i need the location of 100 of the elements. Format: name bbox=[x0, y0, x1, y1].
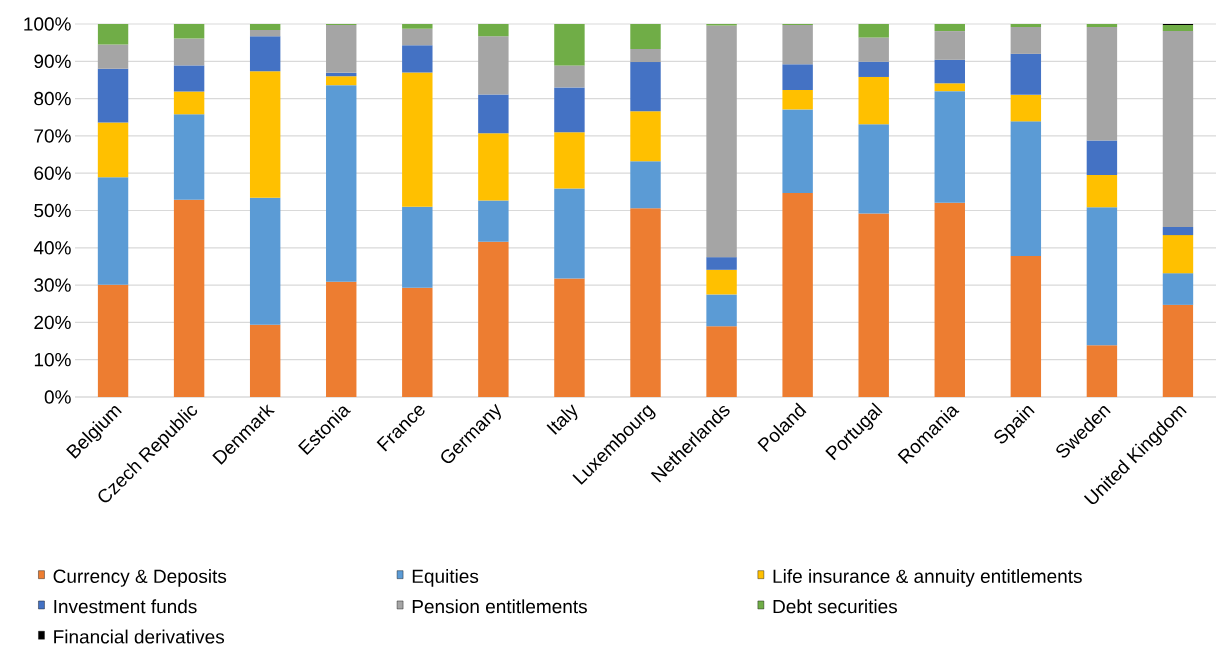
bar bbox=[934, 91, 965, 203]
bar bbox=[934, 24, 965, 32]
bar bbox=[402, 45, 433, 73]
bar bbox=[402, 24, 433, 29]
bar bbox=[630, 62, 661, 112]
bar bbox=[1010, 24, 1042, 27]
bar bbox=[554, 188, 585, 279]
y-tick-label: 80% bbox=[34, 91, 71, 106]
bar bbox=[554, 87, 585, 133]
bar bbox=[782, 25, 813, 65]
y-tick-label: 100% bbox=[24, 17, 71, 31]
bar bbox=[326, 25, 357, 73]
bar bbox=[782, 64, 813, 91]
bar bbox=[326, 85, 357, 282]
bar bbox=[1086, 24, 1118, 27]
y-tick-label: 50% bbox=[34, 203, 71, 218]
bar bbox=[478, 24, 509, 37]
bar bbox=[1010, 53, 1042, 95]
legend-label: Investment funds bbox=[54, 599, 197, 614]
bar bbox=[1162, 273, 1194, 305]
y-tick-label: 20% bbox=[34, 315, 71, 330]
bar bbox=[706, 294, 737, 327]
bar bbox=[97, 177, 129, 285]
bar bbox=[326, 281, 357, 397]
bar bbox=[1162, 235, 1194, 274]
bar bbox=[173, 91, 205, 115]
bar bbox=[1162, 304, 1194, 397]
y-tick-label: 40% bbox=[33, 241, 71, 255]
y-tick-label: 70% bbox=[34, 129, 71, 143]
y-tick-label: 60% bbox=[34, 166, 71, 180]
bar bbox=[173, 38, 205, 66]
bar bbox=[554, 65, 585, 88]
legend-label: Currency & Deposits bbox=[53, 569, 227, 587]
bar bbox=[97, 44, 129, 69]
bar bbox=[1162, 31, 1194, 227]
bar bbox=[1162, 25, 1194, 32]
bar bbox=[858, 76, 889, 125]
bar bbox=[706, 269, 737, 295]
bar bbox=[554, 278, 585, 397]
bar bbox=[97, 284, 129, 397]
legend-label: Pension entitlements bbox=[412, 599, 587, 614]
bar bbox=[1086, 175, 1118, 208]
bar bbox=[934, 31, 965, 60]
bar bbox=[478, 94, 509, 134]
bar bbox=[249, 29, 281, 37]
bar bbox=[97, 122, 129, 178]
bar bbox=[858, 24, 889, 38]
bar bbox=[554, 24, 585, 66]
bar bbox=[402, 287, 433, 397]
bar bbox=[858, 37, 889, 62]
bar bbox=[478, 200, 509, 242]
bar bbox=[97, 24, 129, 45]
bar bbox=[1086, 207, 1118, 346]
bar bbox=[249, 71, 281, 198]
bar bbox=[402, 72, 433, 207]
bar bbox=[173, 114, 205, 200]
bar bbox=[478, 133, 509, 201]
bar bbox=[630, 111, 661, 162]
bar bbox=[554, 132, 585, 189]
legend-label: Financial derivatives bbox=[54, 629, 225, 644]
bar bbox=[97, 68, 129, 123]
bar bbox=[478, 241, 509, 397]
legend-label: Life insurance & annuity entitlements bbox=[773, 569, 1082, 587]
bar bbox=[1010, 256, 1042, 397]
bar bbox=[630, 24, 661, 49]
bar bbox=[326, 76, 357, 86]
bar bbox=[706, 257, 737, 270]
y-tick-label: 0% bbox=[44, 390, 71, 404]
bar bbox=[249, 24, 281, 30]
bar bbox=[1086, 140, 1118, 176]
bar bbox=[402, 206, 433, 288]
bar bbox=[249, 36, 281, 72]
bar bbox=[173, 65, 205, 92]
bar bbox=[1086, 26, 1118, 141]
legend-label: Equities bbox=[412, 569, 479, 587]
bar bbox=[249, 197, 281, 325]
bar bbox=[1010, 94, 1042, 122]
bar bbox=[706, 25, 737, 258]
bar bbox=[630, 161, 661, 209]
y-tick-label: 90% bbox=[34, 54, 71, 69]
bar bbox=[1162, 226, 1194, 236]
bar bbox=[858, 124, 889, 214]
bar bbox=[782, 192, 813, 397]
bar bbox=[1010, 26, 1042, 54]
bar bbox=[173, 24, 205, 39]
bar bbox=[173, 199, 205, 397]
bar bbox=[1010, 121, 1042, 257]
bar bbox=[402, 28, 433, 46]
bar bbox=[858, 61, 889, 77]
bar bbox=[934, 202, 965, 397]
legend-label: Debt securities bbox=[773, 599, 898, 614]
bar bbox=[1086, 345, 1118, 397]
bar bbox=[478, 36, 509, 95]
bar bbox=[630, 48, 661, 63]
bar bbox=[782, 90, 813, 110]
bar bbox=[706, 326, 737, 397]
bar bbox=[858, 213, 889, 397]
bar bbox=[249, 324, 281, 397]
bar bbox=[934, 59, 965, 84]
y-tick-label: 30% bbox=[34, 278, 71, 292]
